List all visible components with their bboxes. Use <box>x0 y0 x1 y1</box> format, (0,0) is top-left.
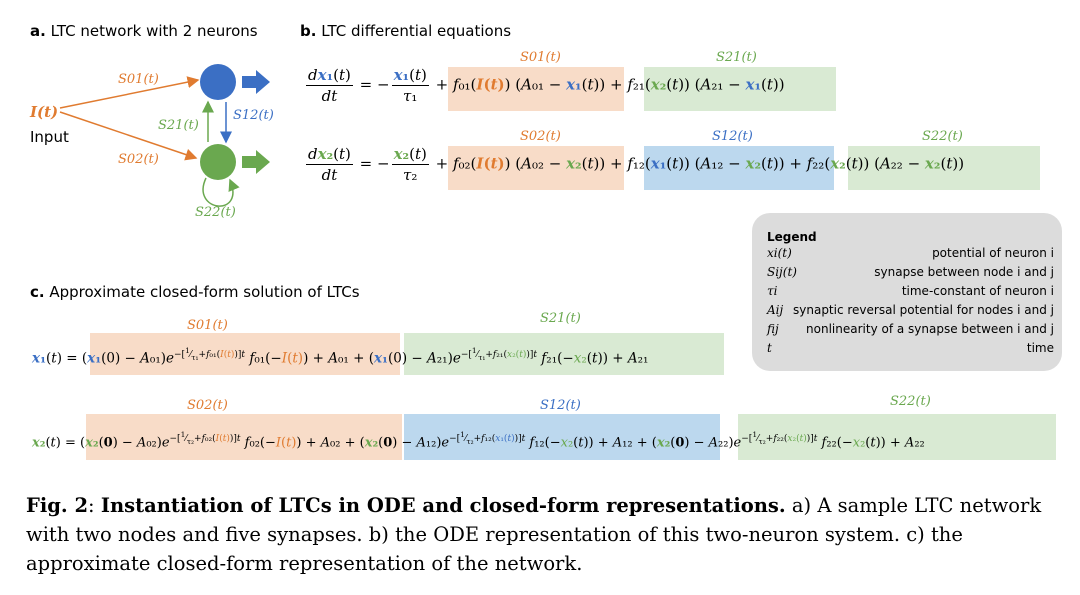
closed-form-x1: x₁(t) = (x₁(0) − A₀₁)e−[1⁄τ₁+f₀₁(I(t))]t… <box>32 346 649 367</box>
ode-equation-x2: dx₂(t) dt = − x₂(t) τ₂ + f₀₂(I(t)) (A₀₂ − x… <box>306 145 965 184</box>
caption-title: Instantiation of LTCs in ODE and closed-… <box>100 494 786 517</box>
legend-description: time-constant of neuron i <box>901 284 1054 298</box>
eq-c2-s12-box <box>404 414 720 460</box>
caption-text: a) A sample LTC network with two nodes a… <box>26 494 1042 575</box>
eq-c1-label-s01: S01(t) <box>187 318 228 333</box>
legend-description: synaptic reversal potential for nodes i … <box>793 303 1054 317</box>
legend-symbol: Aij <box>767 303 784 317</box>
legend-symbol: τi <box>767 284 778 298</box>
legend-symbol: t <box>767 341 772 355</box>
legend-box <box>752 213 1062 371</box>
eq-c2-s02-box <box>86 414 402 460</box>
eq-b2-label-s22: S22(t) <box>922 129 963 144</box>
neuron-1-output-arrow <box>242 70 270 94</box>
synapse-s02-arrow <box>59 111 198 161</box>
label-s12: S12(t) <box>233 108 274 123</box>
neuron-2-output-arrow <box>242 150 270 174</box>
eq-b2-s12-box <box>644 146 834 190</box>
legend-description: potential of neuron i <box>932 246 1054 260</box>
label-s21: S21(t) <box>158 118 199 133</box>
eq-c1-s01-box <box>90 333 400 375</box>
eq-b1-s01-box <box>448 67 624 111</box>
eq-c2-label-s22: S22(t) <box>890 394 931 409</box>
eq-b1-s21-box <box>644 67 836 111</box>
eq-c1-s21-box <box>404 333 724 375</box>
eq-b2-s02-box <box>448 146 624 190</box>
eq-b2-label-s12: S12(t) <box>712 129 753 144</box>
legend-title: Legend <box>767 230 817 244</box>
eq-b1-label-s21: S21(t) <box>716 50 757 65</box>
synapse-s01-arrow <box>59 76 200 109</box>
legend-description: synapse between node i and j <box>874 265 1054 279</box>
ltc-network-diagram <box>59 64 270 207</box>
eq-b2-label-s02: S02(t) <box>520 129 561 144</box>
eq-c2-s22-box <box>738 414 1056 460</box>
eq-c2-label-s12: S12(t) <box>540 398 581 413</box>
input-symbol: I(t) <box>30 103 59 121</box>
eq-c1-label-s21: S21(t) <box>540 311 581 326</box>
ode-equation-x1: dx₁(t) dt = − x₁(t) τ₁ + f₀₁(I(t)) (A₀₁ − x… <box>306 66 785 105</box>
label-s01: S01(t) <box>118 72 159 87</box>
panel-a-heading: a. LTC network with 2 neurons <box>30 22 258 40</box>
panel-b-heading: b. LTC differential equations <box>300 22 512 40</box>
eq-b1-label-s01: S01(t) <box>520 50 561 65</box>
neuron-1 <box>200 64 236 100</box>
neuron-2 <box>200 144 236 180</box>
eq-b2-s22-box <box>848 146 1040 190</box>
figure-caption: Fig. 2: Instantiation of LTCs in ODE and… <box>26 494 1042 575</box>
caption-fig-label: Fig. 2 <box>26 494 89 517</box>
legend-symbol: xi(t) <box>767 246 792 260</box>
legend-description: nonlinearity of a synapse between i and … <box>806 322 1054 336</box>
input-label: Input <box>30 128 69 146</box>
legend-description: time <box>1026 341 1054 355</box>
legend-symbol: fij <box>767 322 779 336</box>
panel-c-heading: c. Approximate closed-form solution of L… <box>30 283 360 301</box>
closed-form-x2: x₂(t) = (x₂(0) − A₀₂)e−[1⁄τ₂+f₀₂(I(t))]t… <box>32 430 925 451</box>
label-s02: S02(t) <box>118 152 159 167</box>
legend-symbol: Sij(t) <box>767 265 797 279</box>
synapse-s22-loop <box>202 177 240 207</box>
eq-c2-label-s02: S02(t) <box>187 398 228 413</box>
label-s22: S22(t) <box>195 205 236 220</box>
